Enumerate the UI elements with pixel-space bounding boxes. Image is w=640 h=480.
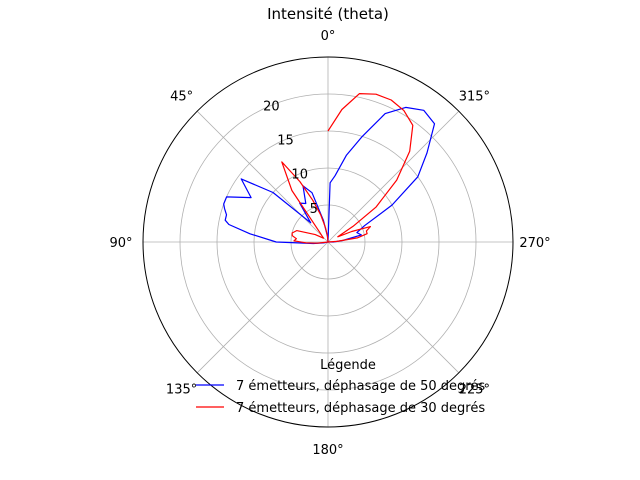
r-tick-label-5: 5 — [310, 202, 318, 217]
r-tick-label-15: 15 — [277, 133, 294, 148]
theta-tick-label-45: 45° — [170, 90, 193, 105]
r-tick-label-20: 20 — [263, 99, 280, 114]
radial-tick-labels: 5 10 15 20 — [263, 99, 318, 217]
chart-title: Intensité (theta) — [267, 5, 389, 23]
r-tick-label-10: 10 — [291, 168, 308, 183]
series-line-1 — [224, 107, 435, 243]
theta-tick-label-0: 0° — [321, 29, 336, 44]
grid-spoke-225 — [328, 242, 459, 373]
grid-spoke-135 — [197, 242, 328, 373]
series-lines — [224, 94, 435, 244]
theta-tick-label-180: 180° — [312, 443, 343, 458]
theta-tick-label-90: 90° — [109, 236, 132, 251]
legend-label-series-2: 7 émetteurs, déphasage de 30 degrés — [236, 401, 485, 416]
theta-tick-label-135: 135° — [166, 382, 197, 397]
legend-title: Légende — [320, 358, 376, 373]
grid-spoke-45 — [197, 111, 328, 242]
legend-label-series-1: 7 émetteurs, déphasage de 50 degrés — [236, 379, 485, 394]
theta-tick-label-270: 270° — [519, 236, 550, 251]
grid-spoke-315 — [328, 111, 459, 242]
legend: Légende 7 émetteurs, déphasage de 50 deg… — [196, 358, 485, 416]
theta-tick-label-315: 315° — [459, 90, 490, 105]
